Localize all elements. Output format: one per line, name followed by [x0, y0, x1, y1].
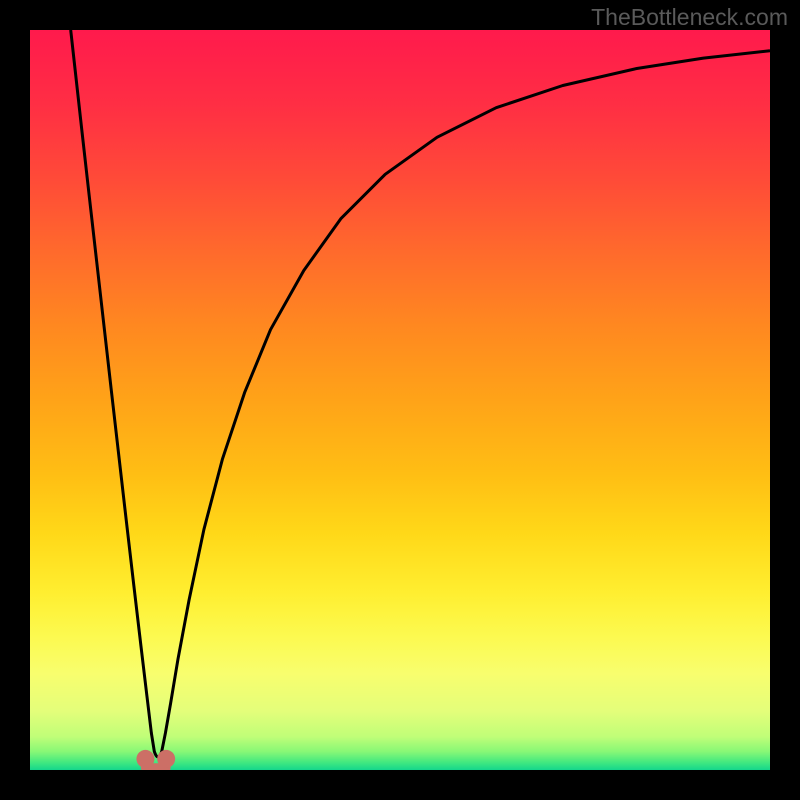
minimum-marker-1	[157, 750, 175, 768]
plot-area	[30, 30, 770, 770]
chart-svg	[30, 30, 770, 770]
minimum-marker-0	[136, 750, 154, 768]
watermark-text: TheBottleneck.com	[591, 4, 788, 31]
chart-container: TheBottleneck.com	[0, 0, 800, 800]
